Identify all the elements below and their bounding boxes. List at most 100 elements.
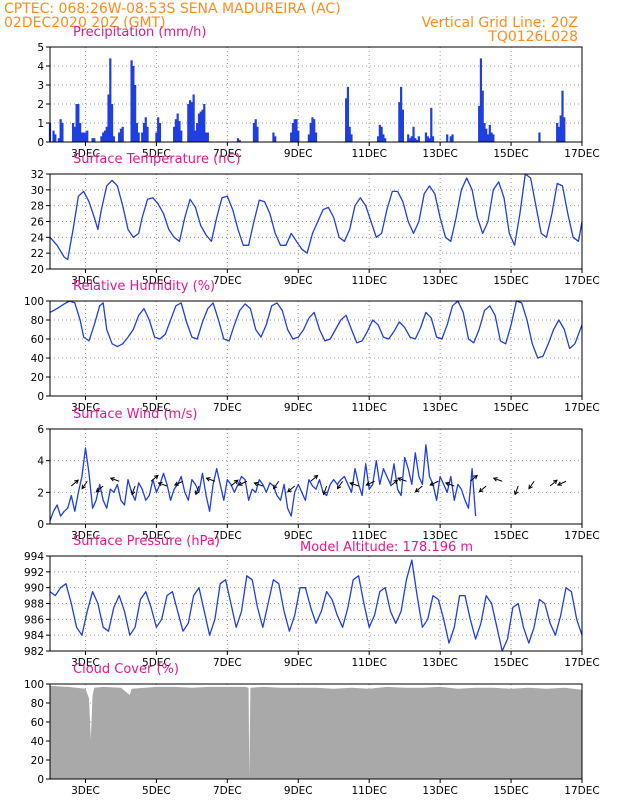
precip-bar	[490, 132, 493, 142]
precip-bar	[486, 134, 490, 142]
wind-arrow	[336, 480, 344, 490]
temperature-ytick-label: 20	[31, 264, 44, 276]
wind-arrow	[230, 479, 239, 487]
precip-bar	[188, 100, 192, 142]
precip-bar	[176, 113, 179, 142]
wind-arrow	[556, 480, 567, 486]
humidity-xtick-label: 11DEC	[351, 402, 386, 414]
precip-bar	[380, 126, 383, 142]
precip-bar	[290, 132, 293, 142]
precipitation-frame	[49, 46, 583, 143]
precip-bar	[194, 130, 197, 142]
wind-arrow	[81, 480, 88, 490]
cloud-cover-xtick-label: 13DEC	[422, 785, 457, 797]
wind-xtick-label: 13DEC	[422, 530, 457, 542]
precip-bar	[206, 132, 209, 142]
wind-title: Surface Wind (m/s)	[73, 407, 197, 422]
precip-bar	[118, 132, 121, 142]
temperature-ytick-label: 26	[31, 217, 45, 229]
precip-bar	[57, 138, 60, 142]
wind-arrow	[429, 480, 439, 486]
wind-arrow	[414, 485, 423, 493]
precip-bar	[192, 94, 195, 142]
wind-arrow	[287, 485, 296, 493]
wind-arrow	[253, 481, 263, 487]
humidity-xtick-label: 9DEC	[284, 402, 313, 414]
temperature-line	[49, 173, 583, 261]
precip-bar	[449, 136, 452, 142]
precip-bar	[144, 117, 147, 142]
precip-bar	[307, 134, 311, 142]
precip-bar	[238, 140, 241, 142]
cloud-cover-xtick-label: 5DEC	[142, 785, 171, 797]
precip-bar	[297, 130, 300, 142]
precip-bar	[119, 128, 123, 142]
precip-bar	[414, 138, 417, 142]
wind-arrow	[70, 479, 79, 487]
precip-bar	[82, 132, 85, 142]
humidity-line	[49, 300, 583, 359]
precip-bar	[412, 126, 415, 142]
wind-line	[49, 444, 477, 522]
precip-bar	[561, 90, 564, 142]
wind-arrow	[109, 477, 120, 482]
precipitation-xtick-label: 9DEC	[284, 148, 313, 160]
precip-bar	[254, 119, 257, 142]
precipitation-xtick-label: 5DEC	[142, 148, 171, 160]
cloud-cover-xtick-label: 15DEC	[493, 785, 528, 797]
precip-bar	[556, 123, 559, 142]
wind-arrow	[194, 485, 200, 496]
precip-bar	[483, 123, 486, 142]
pressure-ytick-label: 992	[24, 567, 44, 579]
pressure-xtick-label: 5DEC	[142, 657, 171, 669]
pressure-line	[49, 559, 583, 652]
precip-bar	[376, 136, 380, 142]
precip-bar	[86, 130, 89, 142]
temperature-ytick-label: 30	[31, 185, 44, 197]
temperature-title: Surface Temperature (nC)	[73, 152, 241, 167]
wind-ytick-label: 4	[37, 456, 44, 468]
precip-bar	[274, 136, 277, 142]
wind-arrow	[173, 480, 184, 486]
precip-bar	[382, 134, 385, 142]
precip-bar	[196, 123, 199, 142]
precip-bar	[348, 126, 351, 142]
header-station: CPTEC: 068:26W-08:53S SENA MADUREIRA (AC…	[4, 1, 341, 17]
precip-bar	[121, 126, 124, 142]
humidity-ytick-label: 100	[24, 296, 44, 308]
precip-bar	[478, 105, 481, 142]
humidity-panel: Relative Humidity (%) 0 20 40 60 80 100 3DEC 5DE…	[24, 279, 600, 414]
pressure-xtick-label: 17DEC	[564, 657, 599, 669]
header-grid-line: Vertical Grid Line: 20Z	[422, 15, 578, 31]
pressure-xtick-label: 11DEC	[351, 657, 386, 669]
precipitation-xtick-label: 13DEC	[422, 148, 457, 160]
precip-bar	[71, 123, 75, 142]
pressure-panel: Surface Pressure (hPa) 982 984 986 988 990 992…	[24, 534, 600, 669]
cloud-cover-xtick-label: 9DEC	[284, 785, 313, 797]
precip-bar	[80, 132, 84, 142]
precip-bar	[105, 126, 108, 142]
precip-bar	[384, 138, 387, 142]
precip-bar	[424, 132, 428, 142]
precipitation-title: Precipitation (mm/h)	[73, 25, 206, 40]
wind-xtick-label: 11DEC	[351, 530, 386, 542]
precip-bar	[134, 85, 137, 142]
precipitation-xtick-label: 11DEC	[351, 148, 386, 160]
precip-bar	[401, 109, 404, 142]
precip-bar	[451, 134, 454, 142]
precip-bar	[137, 132, 140, 142]
precip-bar	[158, 123, 162, 142]
precip-bar	[417, 136, 420, 142]
precipitation-xtick-label: 3DEC	[71, 148, 100, 160]
precip-bar	[415, 140, 419, 142]
wind-ytick-label: 2	[37, 487, 44, 499]
precip-bar	[559, 115, 562, 142]
wind-arrow	[549, 479, 558, 487]
cloud-cover-panel: Cloud Cover (%) 0 20 40 60 80 100 3DEC 5DEC 7DEC 9…	[24, 662, 600, 797]
wind-arrow	[322, 485, 328, 496]
precip-bar	[52, 130, 55, 142]
precip-bar	[204, 132, 208, 142]
precip-bar	[311, 117, 314, 142]
precip-bar	[485, 128, 488, 142]
